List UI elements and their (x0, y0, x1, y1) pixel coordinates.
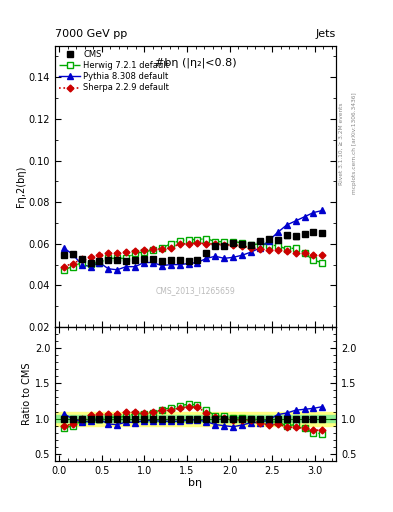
Text: mcplots.cern.ch [arXiv:1306.3436]: mcplots.cern.ch [arXiv:1306.3436] (352, 93, 357, 194)
Text: 7000 GeV pp: 7000 GeV pp (55, 29, 127, 39)
Y-axis label: Ratio to CMS: Ratio to CMS (22, 362, 32, 425)
X-axis label: bη: bη (189, 478, 202, 488)
Text: #bη (|η₂|<0.8): #bη (|η₂|<0.8) (155, 57, 236, 68)
Bar (55, 412, 336, 425)
Text: CMS_2013_I1265659: CMS_2013_I1265659 (156, 286, 235, 295)
Y-axis label: Fη,2(bη): Fη,2(bη) (16, 166, 26, 207)
Text: Jets: Jets (316, 29, 336, 39)
Text: Rivet 3.1.10, ≥ 3.2M events: Rivet 3.1.10, ≥ 3.2M events (339, 102, 344, 185)
Legend: CMS, Herwig 7.2.1 default, Pythia 8.308 default, Sherpa 2.2.9 default: CMS, Herwig 7.2.1 default, Pythia 8.308 … (57, 49, 171, 94)
Bar (55, 415, 336, 422)
